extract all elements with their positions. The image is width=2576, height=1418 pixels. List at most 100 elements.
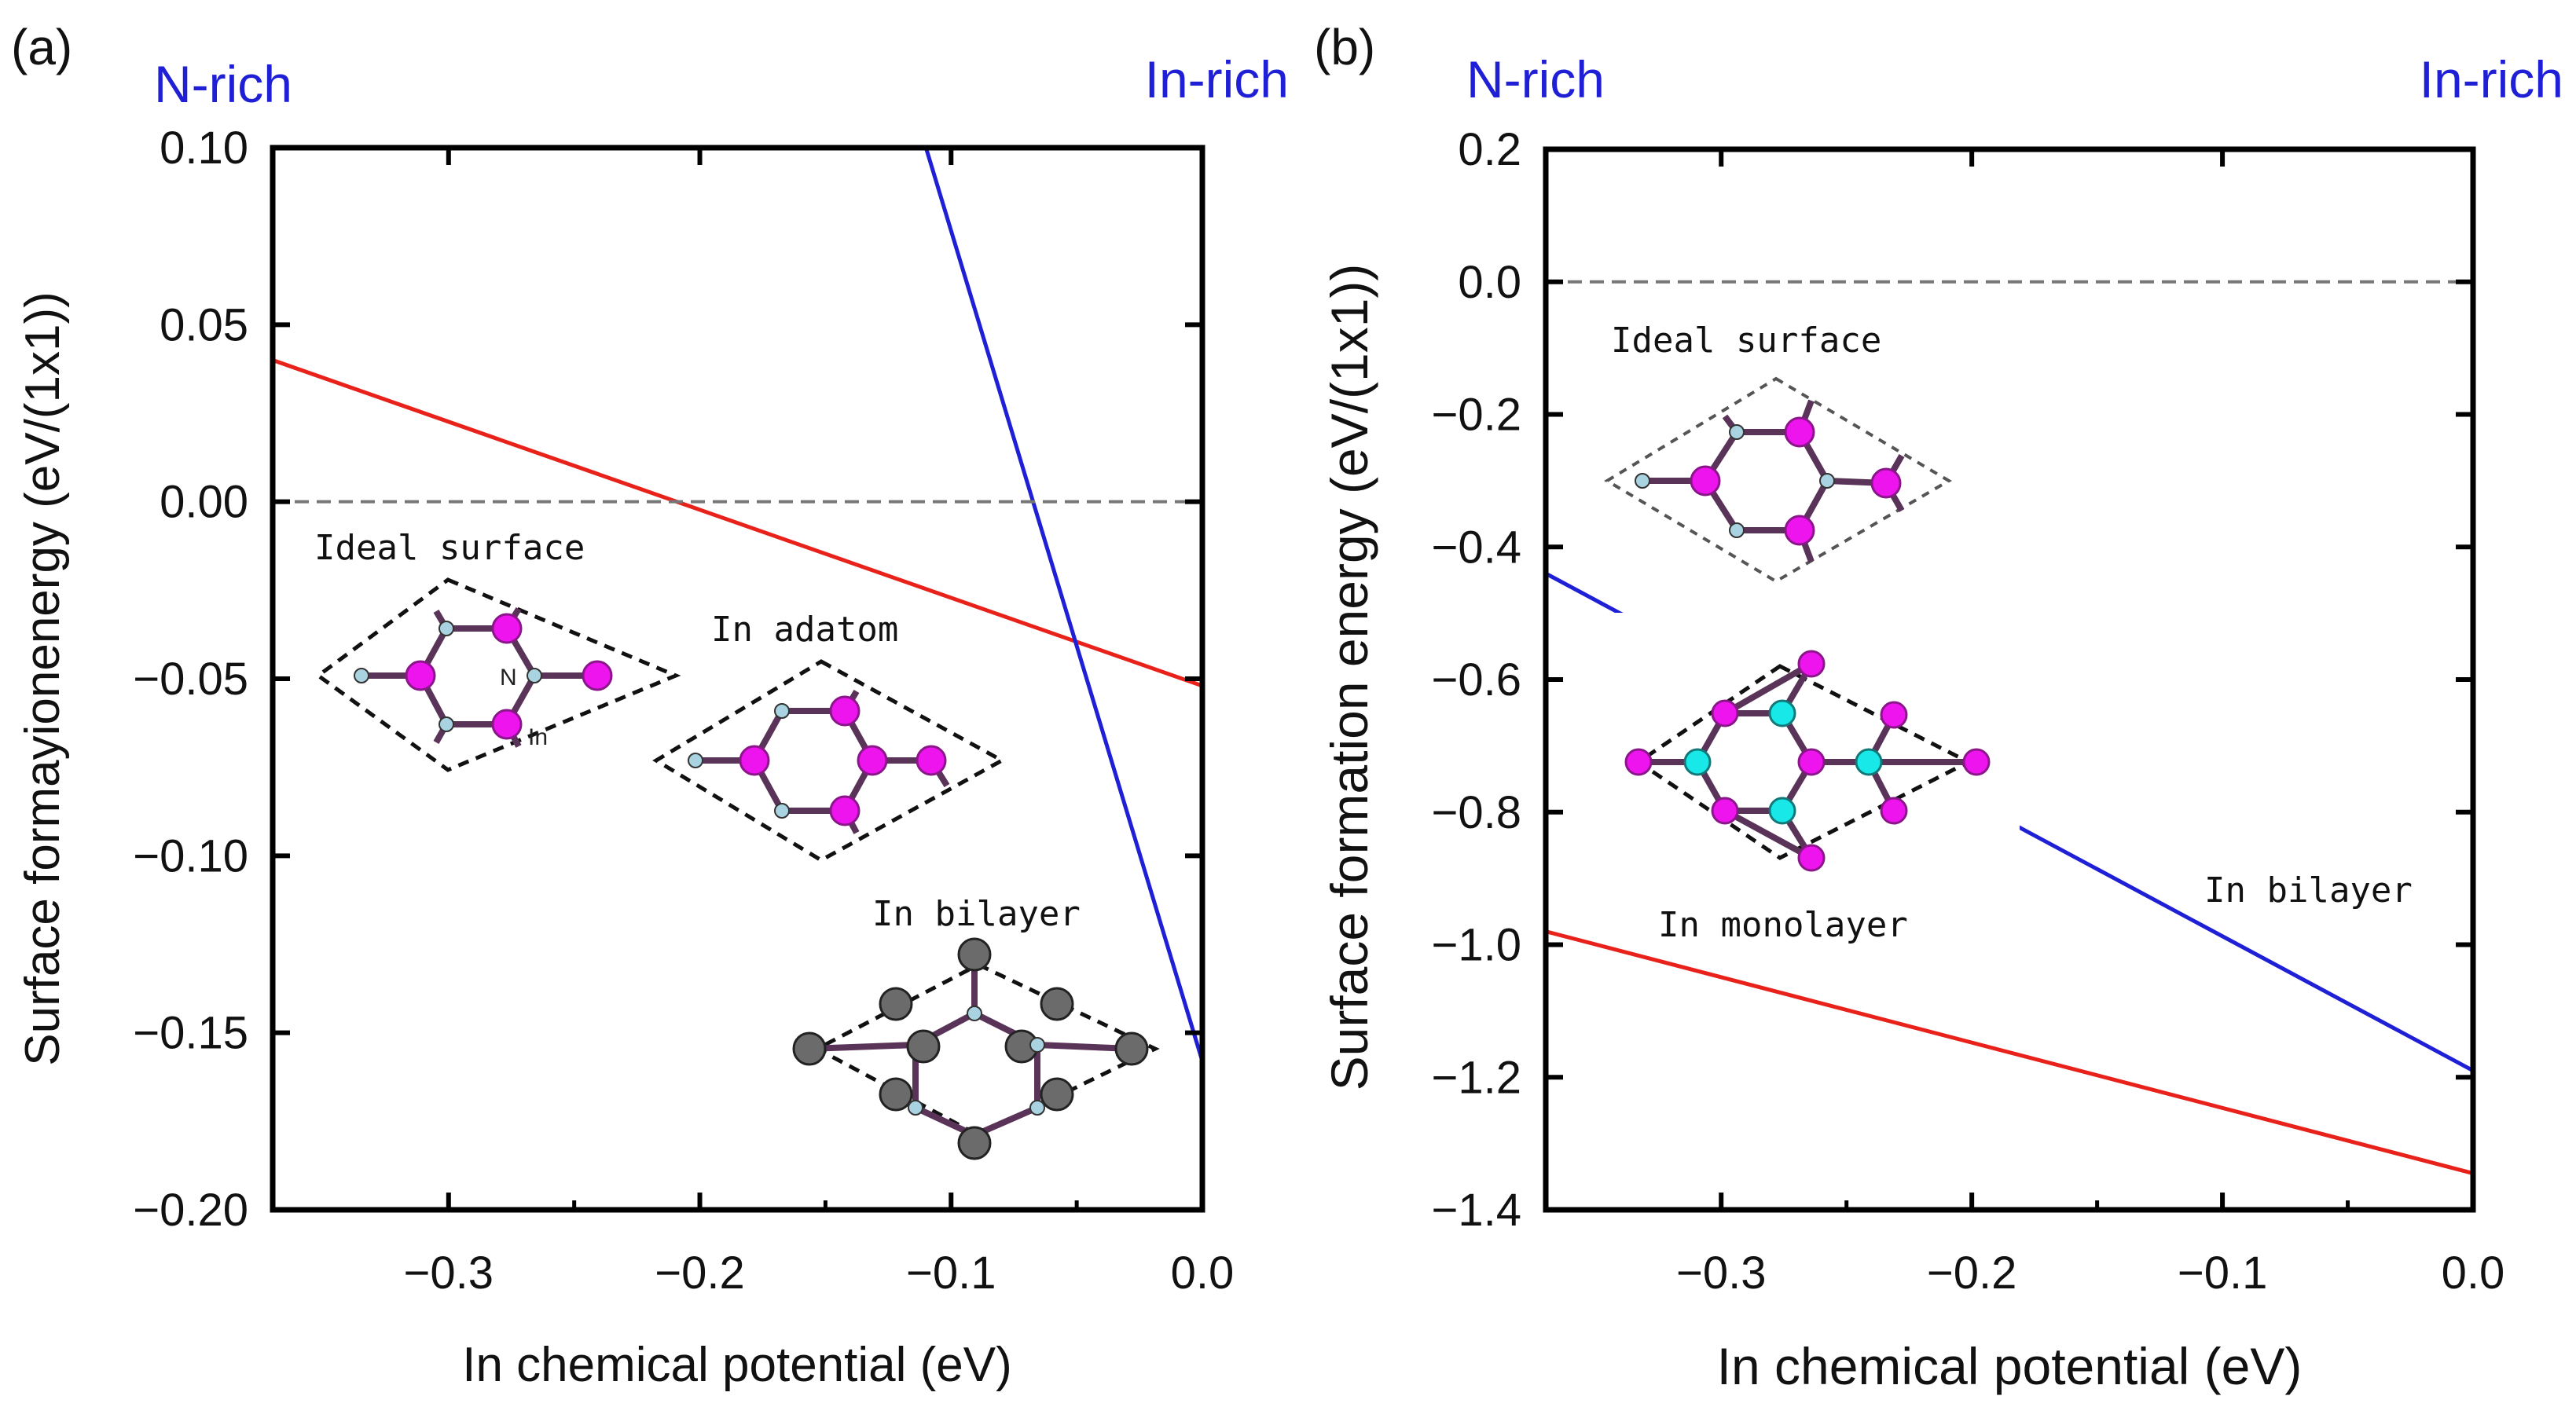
panel-b-y-tick-label: −1.4 <box>1432 1185 1522 1236</box>
inset-a-bilayer-n-atom-2 <box>1029 1037 1045 1053</box>
inset-b-ideal-n-atom-3 <box>1729 522 1745 538</box>
panel-b-y-tick-label: −1.2 <box>1432 1052 1522 1103</box>
inset-a-adatom-label: In adatom <box>711 610 898 650</box>
inset-a-adatom-n-atom-1 <box>688 753 703 768</box>
inset-b-ideal-n-atom-4 <box>1819 473 1835 489</box>
inset-a-bilayer-gray-atom-10 <box>957 1126 992 1160</box>
inset-a-bilayer-gray-atom-7 <box>1114 1031 1149 1066</box>
inset-a-adatom-n-atom-3 <box>774 803 790 819</box>
panel-b-in-rich-label: In-rich <box>2420 50 2563 108</box>
inset-a-n-label: N <box>500 665 517 691</box>
panel-b-y-tick-label: 0.2 <box>1458 124 1521 175</box>
inset-a-ideal-in-atom-2 <box>491 613 523 644</box>
inset-b-ideal-n-atom-2 <box>1729 424 1745 440</box>
inset-a-adatom-in-atom-5 <box>916 745 947 776</box>
panel-b-x-tick-label: −0.2 <box>1927 1248 2017 1299</box>
inset-a-bilayer-gray-atom-8 <box>879 1077 913 1112</box>
panel-b-x-tick-label: −0.3 <box>1676 1248 1767 1299</box>
inset-b-monolayer-label: In monolayer <box>1658 905 1908 945</box>
panel-b-y-axis-label: Surface formation energy (eV/(1x1)) <box>1320 264 1378 1091</box>
inset-a-adatom-in-atom-4 <box>857 745 888 776</box>
inset-b-mono-cyan-atom-1 <box>1683 748 1712 776</box>
panel-a-x-tick-label: −0.1 <box>906 1248 996 1299</box>
inset-b-mono-in-atom-5 <box>1797 748 1826 776</box>
inset-b-mono-in-atom-6 <box>1797 844 1826 872</box>
panel-b-x-tick-label: −0.1 <box>2178 1248 2268 1299</box>
inset-a-bilayer-gray-atom-3 <box>1040 987 1074 1021</box>
inset-a-bilayer-label: In bilayer <box>872 894 1081 934</box>
inset-b-mono-in-atom-1 <box>1624 748 1653 776</box>
inset-b-mono-in-atom-9 <box>1962 748 1991 776</box>
inset-b-ideal-in-atom-4 <box>1870 467 1902 499</box>
panel-b-y-tick-label: −0.2 <box>1432 390 1522 441</box>
panel-b-y-tick-label: −0.4 <box>1432 522 1522 573</box>
inset-a-bilayer-n-atom-3 <box>908 1100 923 1116</box>
panel-a-x-tick-label: −0.2 <box>655 1248 745 1299</box>
inset-a-bilayer-gray-atom-2 <box>879 987 913 1021</box>
panel-a-label: (a) <box>11 19 72 75</box>
inset-a-bilayer-n-atom-4 <box>1029 1100 1045 1116</box>
inset-a-ideal-n-atom-3 <box>439 716 454 732</box>
panel-a-series <box>272 147 1205 1062</box>
inset-b-mono-cyan-atom-4 <box>1855 748 1883 776</box>
panel-b-y-tick-label: −0.6 <box>1432 654 1522 705</box>
panel-a: (a) N-rich In-rich N In Ideal surface <box>11 19 1289 1392</box>
inset-a-ideal-n-atom-4 <box>527 668 542 683</box>
panel-b-y-tick-label: −0.8 <box>1432 787 1522 838</box>
panel-b-bilayer-label: In bilayer <box>2204 870 2413 911</box>
inset-a-ideal-n-atom-1 <box>354 668 369 683</box>
panel-a-x-axis-label: In chemical potential (eV) <box>462 1338 1012 1392</box>
panel-a-x-tick-label: −0.3 <box>404 1248 494 1299</box>
panel-b-label: (b) <box>1314 19 1375 75</box>
inset-a-adatom-in-atom-3 <box>829 795 861 826</box>
panel-b-series-line-1 <box>1545 929 2474 1176</box>
panel-b-inset-ideal: Ideal surface <box>1604 321 1952 584</box>
inset-a-ideal-label: Ideal surface <box>314 528 585 568</box>
panel-b: (b) N-rich In-rich Ideal surface <box>1314 19 2563 1395</box>
panel-b-axes: −0.3 −0.2 −0.1 0.0 −1.4 −1.2 −1.0 −0.8 −0.6 −0.4 −… <box>1432 124 2505 1299</box>
panel-a-axes: −0.3 −0.2 −0.1 0.0 −0.20 −0.15 −0.10 −0.05 0.00 0… <box>133 123 1234 1299</box>
panel-a-y-tick-label: −0.10 <box>133 830 248 881</box>
panel-a-y-tick-label: 0.05 <box>160 299 248 350</box>
panel-b-y-tick-label: −1.0 <box>1432 920 1522 971</box>
inset-b-mono-in-atom-2 <box>1711 699 1739 727</box>
inset-a-bilayer-n-atom-1 <box>967 1006 982 1021</box>
panel-a-inset-adatom: In adatom <box>652 610 1007 863</box>
panel-a-inset-ideal: N In Ideal surface <box>314 528 681 772</box>
panel-a-y-tick-label: 0.00 <box>160 477 248 528</box>
inset-a-in-label: In <box>528 724 548 750</box>
inset-b-mono-cyan-atom-3 <box>1768 797 1796 825</box>
panel-b-n-rich-label: N-rich <box>1466 50 1605 108</box>
inset-a-adatom-in-atom-2 <box>829 695 861 727</box>
panel-a-y-tick-label: −0.20 <box>133 1185 248 1236</box>
panel-a-y-tick-label: −0.05 <box>133 654 248 705</box>
panel-a-y-tick-label: 0.10 <box>160 123 248 174</box>
inset-b-ideal-n-atom-1 <box>1635 473 1650 489</box>
inset-b-ideal-in-atom-2 <box>1784 416 1815 448</box>
panel-a-in-rich-label: In-rich <box>1145 50 1289 108</box>
panel-a-series-line-2 <box>923 147 1205 1062</box>
inset-b-ideal-in-atom-1 <box>1690 465 1721 496</box>
inset-b-mono-in-atom-7 <box>1880 701 1908 729</box>
panel-b-x-axis-label: In chemical potential (eV) <box>1717 1337 2303 1395</box>
inset-b-mono-in-atom-3 <box>1711 797 1739 825</box>
inset-b-mono-in-atom-4 <box>1797 650 1826 678</box>
panel-b-x-tick-label: 0.0 <box>2442 1248 2505 1299</box>
inset-a-ideal-in-atom-1 <box>405 660 436 691</box>
inset-b-mono-cyan-atom-2 <box>1768 699 1796 727</box>
inset-a-ideal-in-atom-4 <box>582 660 613 691</box>
inset-b-ideal-in-atom-3 <box>1784 515 1815 546</box>
panel-a-series-line-1 <box>272 358 1203 688</box>
panel-a-y-tick-label: −0.15 <box>133 1008 248 1059</box>
panel-b-y-tick-label: 0.0 <box>1458 257 1521 308</box>
inset-a-adatom-in-atom-1 <box>739 745 770 776</box>
panel-a-inset-bilayer: In bilayer <box>792 894 1160 1160</box>
panel-a-n-rich-label: N-rich <box>154 55 292 113</box>
panel-a-x-tick-label: 0.0 <box>1171 1248 1235 1299</box>
inset-a-bilayer-gray-atom-4 <box>792 1031 827 1066</box>
inset-a-ideal-in-atom-3 <box>491 709 523 740</box>
inset-a-ideal-n-atom-2 <box>439 621 454 636</box>
inset-a-bilayer-gray-atom-5 <box>906 1029 941 1064</box>
inset-a-adatom-n-atom-2 <box>774 703 790 719</box>
